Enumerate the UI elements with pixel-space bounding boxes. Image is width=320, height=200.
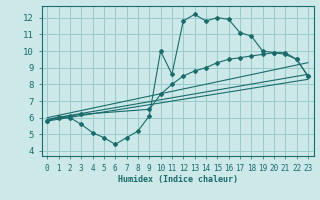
X-axis label: Humidex (Indice chaleur): Humidex (Indice chaleur) — [118, 175, 237, 184]
